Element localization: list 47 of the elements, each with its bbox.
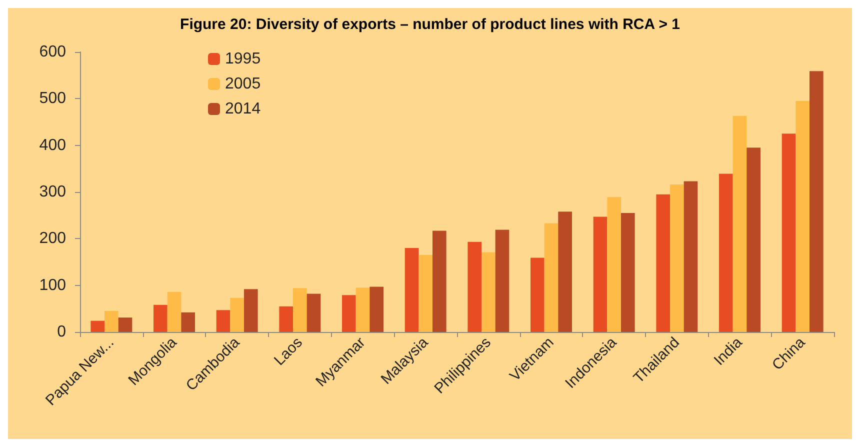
bar: [620, 213, 635, 332]
bar: [418, 255, 432, 332]
bar: [181, 312, 195, 332]
y-tick-label: 0: [57, 324, 66, 340]
y-tick-label: 100: [39, 276, 66, 294]
bar: [244, 289, 258, 332]
bar: [230, 298, 244, 332]
bar: [154, 304, 168, 332]
legend-label: 2014: [225, 100, 261, 118]
bar: [279, 306, 294, 332]
bar: [468, 242, 482, 332]
bar: [118, 318, 132, 332]
bar: [544, 223, 558, 332]
bar: [432, 230, 446, 332]
bar: [719, 174, 733, 332]
bar: [342, 295, 356, 332]
bar: [530, 258, 544, 332]
bar: [370, 286, 384, 332]
y-tick-label: 400: [39, 136, 66, 154]
y-tick-label: 200: [39, 230, 66, 248]
bar: [167, 292, 182, 332]
bar: [356, 288, 370, 332]
y-tick-label: 300: [39, 184, 66, 200]
bar: [684, 181, 698, 332]
bar: [656, 194, 670, 332]
legend-label: 2005: [225, 76, 261, 92]
chart-title: Figure 20: Diversity of exports – number of product lines with RCA > 1: [180, 16, 680, 33]
bar: [607, 197, 621, 332]
bar: [558, 212, 572, 332]
bar: [306, 294, 321, 332]
bar: [593, 216, 608, 332]
bar: [216, 310, 230, 332]
legend-label: 1995: [225, 50, 261, 68]
bar: [482, 252, 496, 332]
bar: [90, 320, 105, 332]
bar: [809, 71, 824, 332]
bar: [670, 184, 684, 332]
bar: [293, 288, 307, 332]
y-tick-label: 500: [39, 90, 66, 108]
bar: [732, 116, 747, 332]
bar: [495, 230, 510, 332]
bar: [404, 248, 419, 332]
bar: [746, 148, 760, 332]
y-tick-label: 600: [39, 44, 66, 60]
bar: [104, 311, 118, 332]
bar: [796, 101, 810, 332]
bar: [782, 134, 796, 332]
